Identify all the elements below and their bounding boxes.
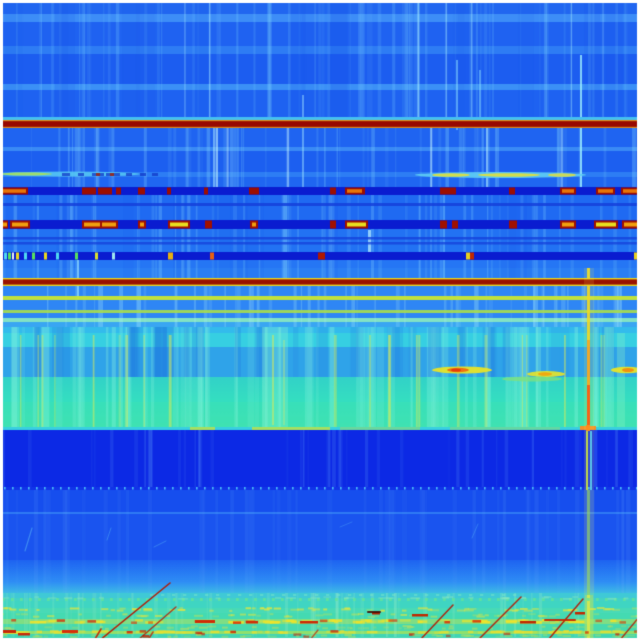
spectrogram-heatmap-canvas <box>0 0 640 640</box>
spectrogram-page <box>0 0 640 640</box>
